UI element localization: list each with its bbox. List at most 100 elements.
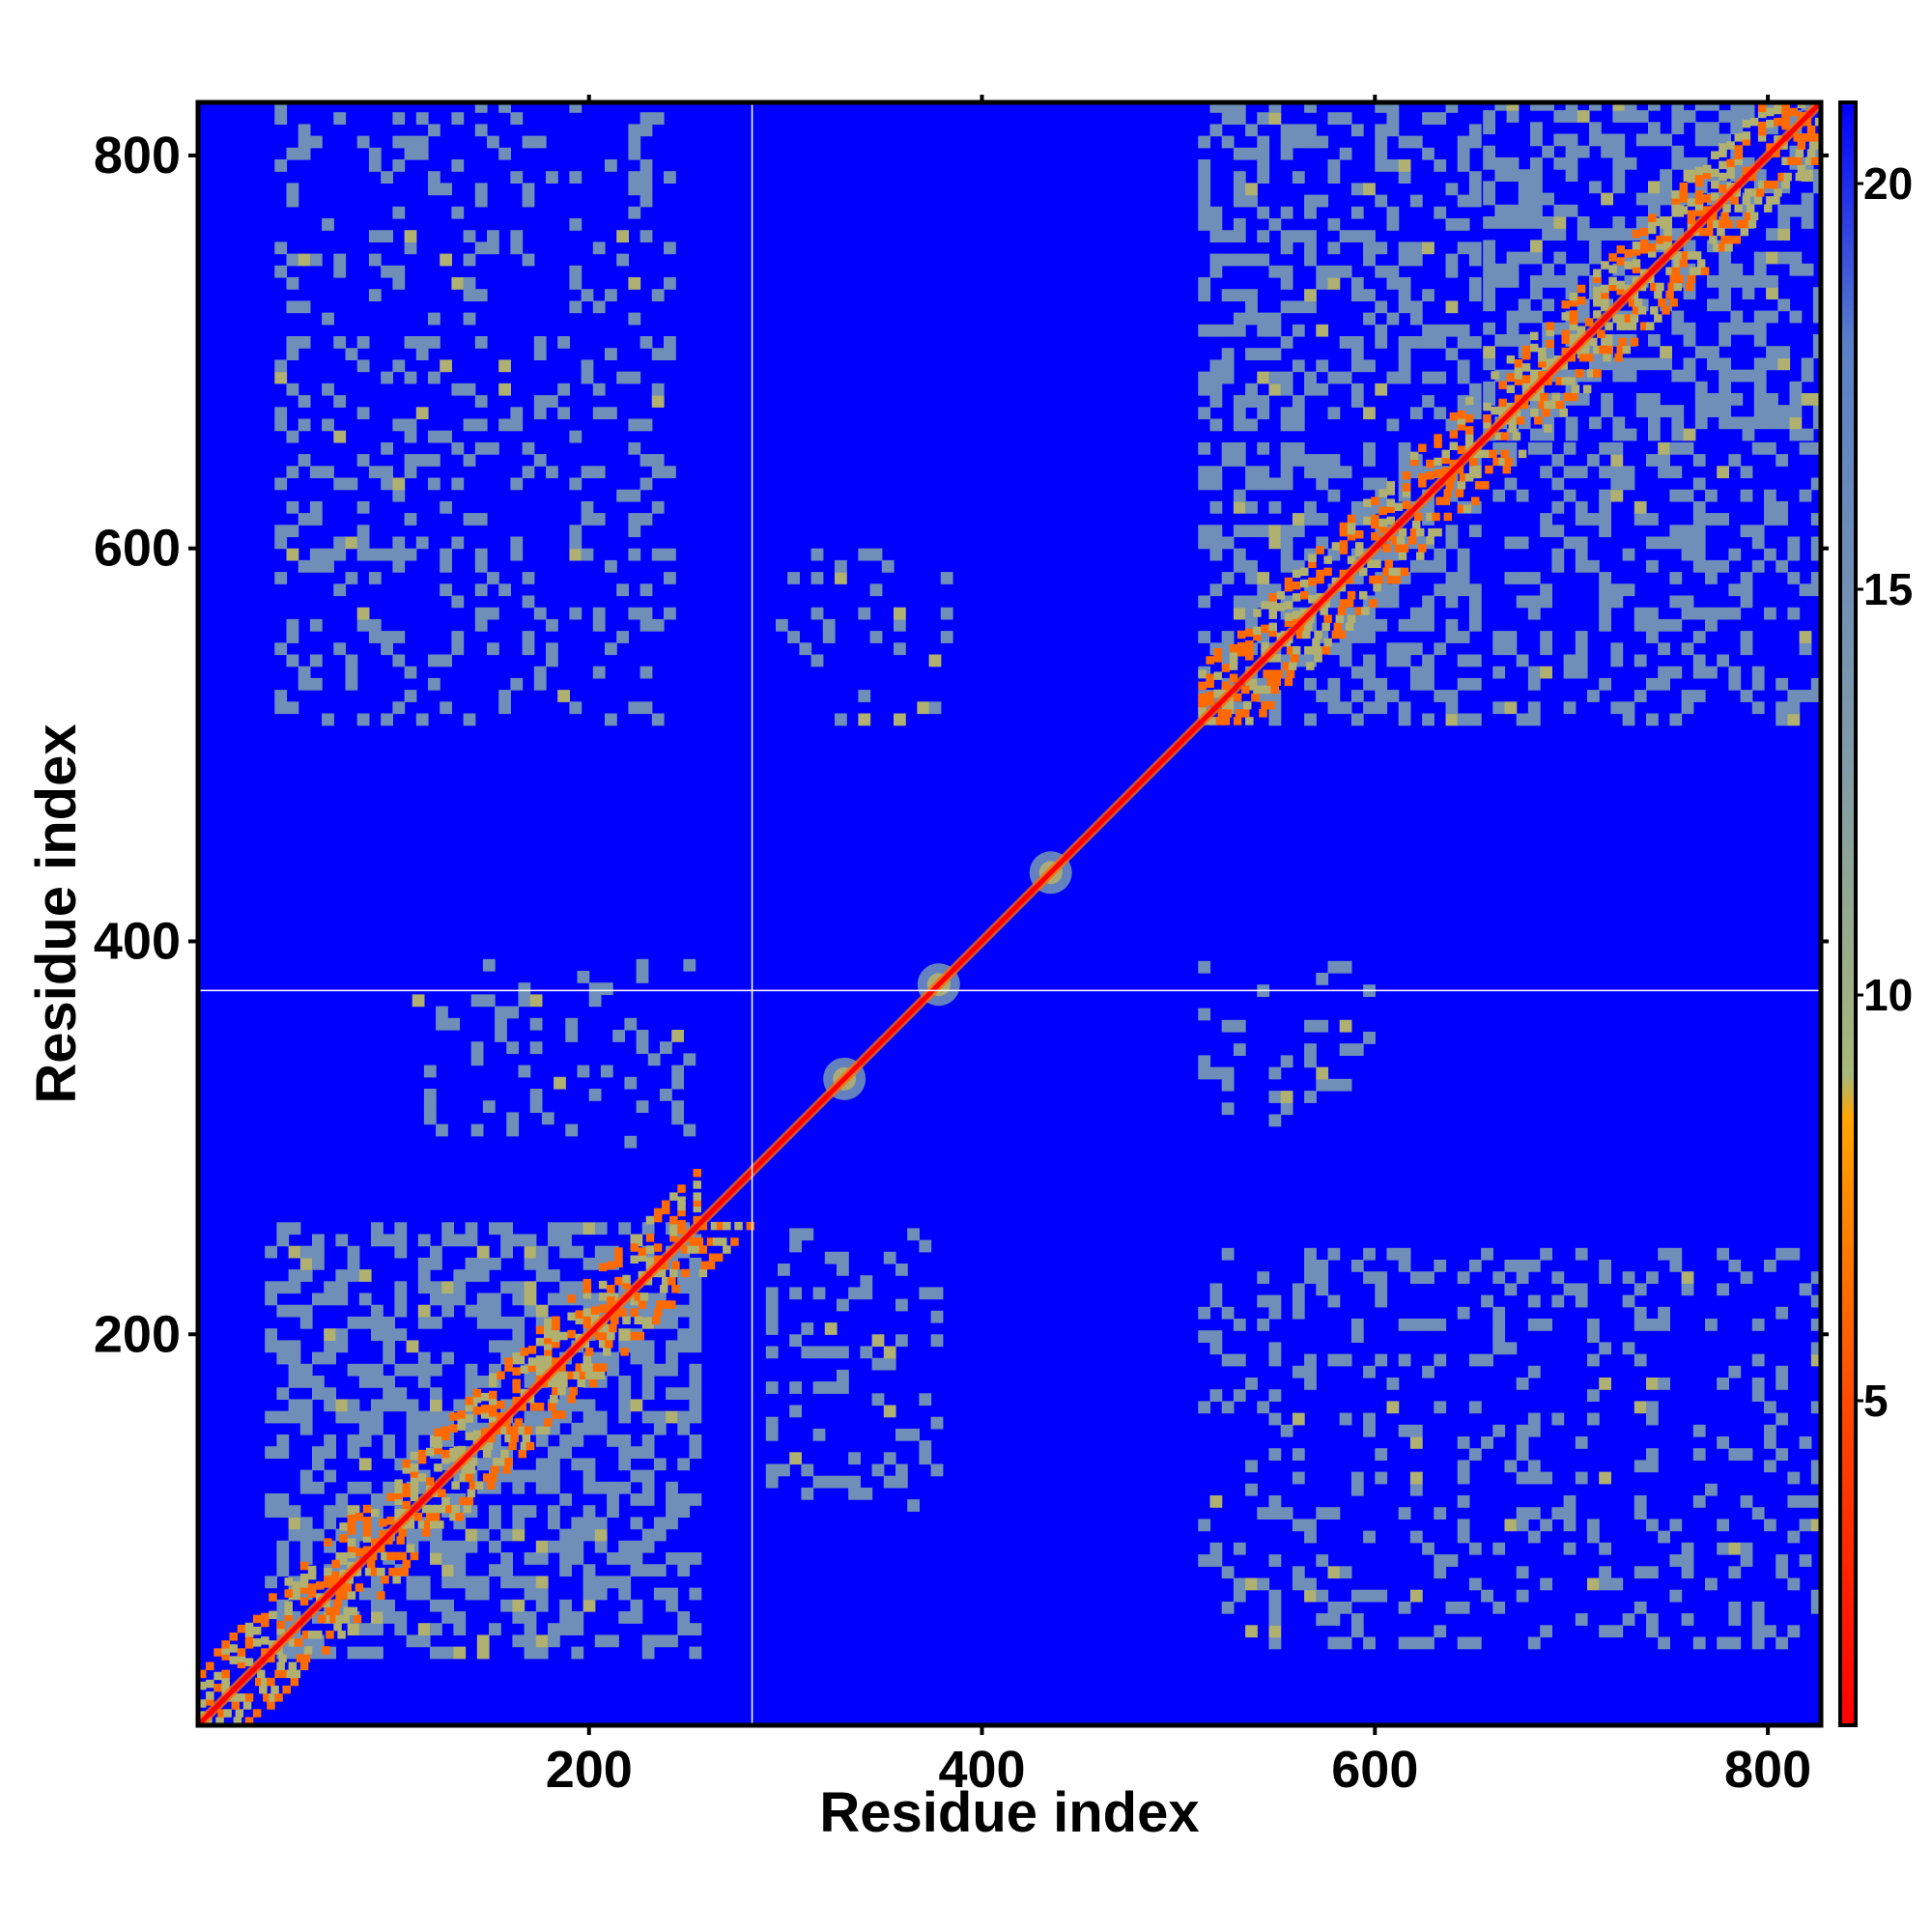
heatmap-cell <box>402 1559 411 1569</box>
heatmap-cell <box>1728 548 1742 561</box>
heatmap-cell <box>1304 1378 1317 1390</box>
heatmap-cell <box>1799 489 1812 502</box>
heatmap-cell <box>1799 133 1808 142</box>
heatmap-cell <box>1363 701 1376 715</box>
heatmap-cell <box>1692 631 1706 643</box>
heatmap-cell <box>1375 147 1388 160</box>
heatmap-cell <box>683 1123 696 1137</box>
heatmap-cell <box>1398 713 1411 726</box>
heatmap-cell <box>415 348 429 360</box>
heatmap-cell <box>1656 242 1664 250</box>
heatmap-cell <box>1316 324 1329 337</box>
heatmap-cell <box>1428 527 1436 537</box>
heatmap-cell <box>1646 713 1659 726</box>
heatmap-cell <box>693 1169 701 1178</box>
heatmap-cell <box>1679 188 1689 197</box>
heatmap-cell <box>1327 407 1341 420</box>
heatmap-cell <box>789 1334 802 1348</box>
heatmap-cell <box>274 536 288 550</box>
heatmap-cell <box>233 1693 242 1702</box>
heatmap-cell <box>1751 1353 1765 1367</box>
heatmap-cell <box>476 1257 490 1270</box>
heatmap-cell <box>1409 618 1423 632</box>
heatmap-cell <box>404 666 417 679</box>
heatmap-cell <box>1658 677 1670 691</box>
heatmap-cell <box>1233 489 1246 502</box>
heatmap-cell <box>383 1328 395 1341</box>
heatmap-cell <box>347 1446 360 1459</box>
heatmap-cell <box>605 1339 613 1349</box>
heatmap-cell <box>1694 122 1708 135</box>
heatmap-cell <box>1766 275 1778 288</box>
heatmap-cell <box>810 607 824 620</box>
heatmap-cell <box>430 1293 442 1306</box>
heatmap-cell <box>465 1587 478 1601</box>
heatmap-cell <box>693 1245 701 1254</box>
heatmap-cell <box>1740 227 1749 237</box>
heatmap-cell <box>1494 204 1508 217</box>
heatmap-cell <box>1504 1342 1518 1355</box>
heatmap-cell <box>1339 371 1352 384</box>
heatmap-cell <box>237 1648 246 1657</box>
heatmap-cell <box>1740 525 1753 538</box>
heatmap-cell <box>347 1363 360 1377</box>
heatmap-cell <box>318 1614 327 1624</box>
heatmap-cell <box>548 1269 560 1282</box>
heatmap-cell <box>324 1538 332 1547</box>
heatmap-cell <box>812 1475 826 1489</box>
heatmap-cell <box>504 1363 513 1372</box>
heatmap-cell <box>1304 466 1317 479</box>
heatmap-cell <box>533 666 547 679</box>
heatmap-cell <box>441 1293 454 1306</box>
heatmap-cell <box>1587 513 1600 526</box>
heatmap-cell <box>394 1399 408 1412</box>
heatmap-cell <box>1730 322 1744 335</box>
heatmap-cell <box>1728 666 1742 679</box>
heatmap-cell <box>1457 410 1466 419</box>
heatmap-cell <box>1530 275 1543 288</box>
heatmap-cell <box>1500 449 1509 459</box>
heatmap-cell <box>1304 1247 1317 1261</box>
heatmap-cell <box>1398 618 1411 632</box>
heatmap-cell <box>1660 405 1672 417</box>
heatmap-cell <box>368 253 382 267</box>
heatmap-cell <box>1435 497 1444 505</box>
heatmap-cell <box>628 489 641 502</box>
heatmap-cell <box>546 642 558 656</box>
heatmap-cell <box>497 1371 505 1379</box>
heatmap-cell <box>1236 630 1246 639</box>
heatmap-cell <box>1229 656 1238 665</box>
heatmap-cell <box>666 1634 678 1648</box>
heatmap-cell <box>1316 1507 1329 1520</box>
heatmap-cell <box>470 994 484 1008</box>
heatmap-cell <box>276 1435 290 1447</box>
heatmap-cell <box>894 607 906 620</box>
heatmap-cell <box>1810 1319 1821 1331</box>
heatmap-cell <box>1772 196 1780 205</box>
heatmap-cell <box>1402 500 1411 509</box>
heatmap-cell <box>417 1520 427 1529</box>
heatmap-cell <box>1445 348 1459 360</box>
heatmap-cell <box>1339 642 1352 656</box>
heatmap-cell <box>255 1677 264 1687</box>
heatmap-cell <box>1812 405 1821 417</box>
heatmap-cell <box>1630 314 1639 323</box>
heatmap-cell <box>1347 614 1356 623</box>
heatmap-cell <box>512 1293 526 1306</box>
heatmap-cell <box>653 1213 663 1223</box>
heatmap-cell <box>1589 251 1602 265</box>
heatmap-cell <box>1565 145 1578 158</box>
heatmap-cell <box>392 112 406 125</box>
heatmap-cell <box>1635 133 1649 147</box>
heatmap-cell <box>1692 1495 1706 1508</box>
heatmap-cell <box>392 701 406 715</box>
heatmap-cell <box>1634 298 1643 307</box>
heatmap-cell <box>1593 292 1602 301</box>
heatmap-cell <box>548 1446 560 1459</box>
heatmap-cell <box>368 548 382 561</box>
heatmap-cell <box>265 1328 277 1341</box>
heatmap-cell <box>1316 1613 1329 1626</box>
heatmap-cell <box>1492 701 1506 715</box>
heatmap-cell <box>465 1304 478 1318</box>
heatmap-cell <box>1599 1260 1611 1272</box>
